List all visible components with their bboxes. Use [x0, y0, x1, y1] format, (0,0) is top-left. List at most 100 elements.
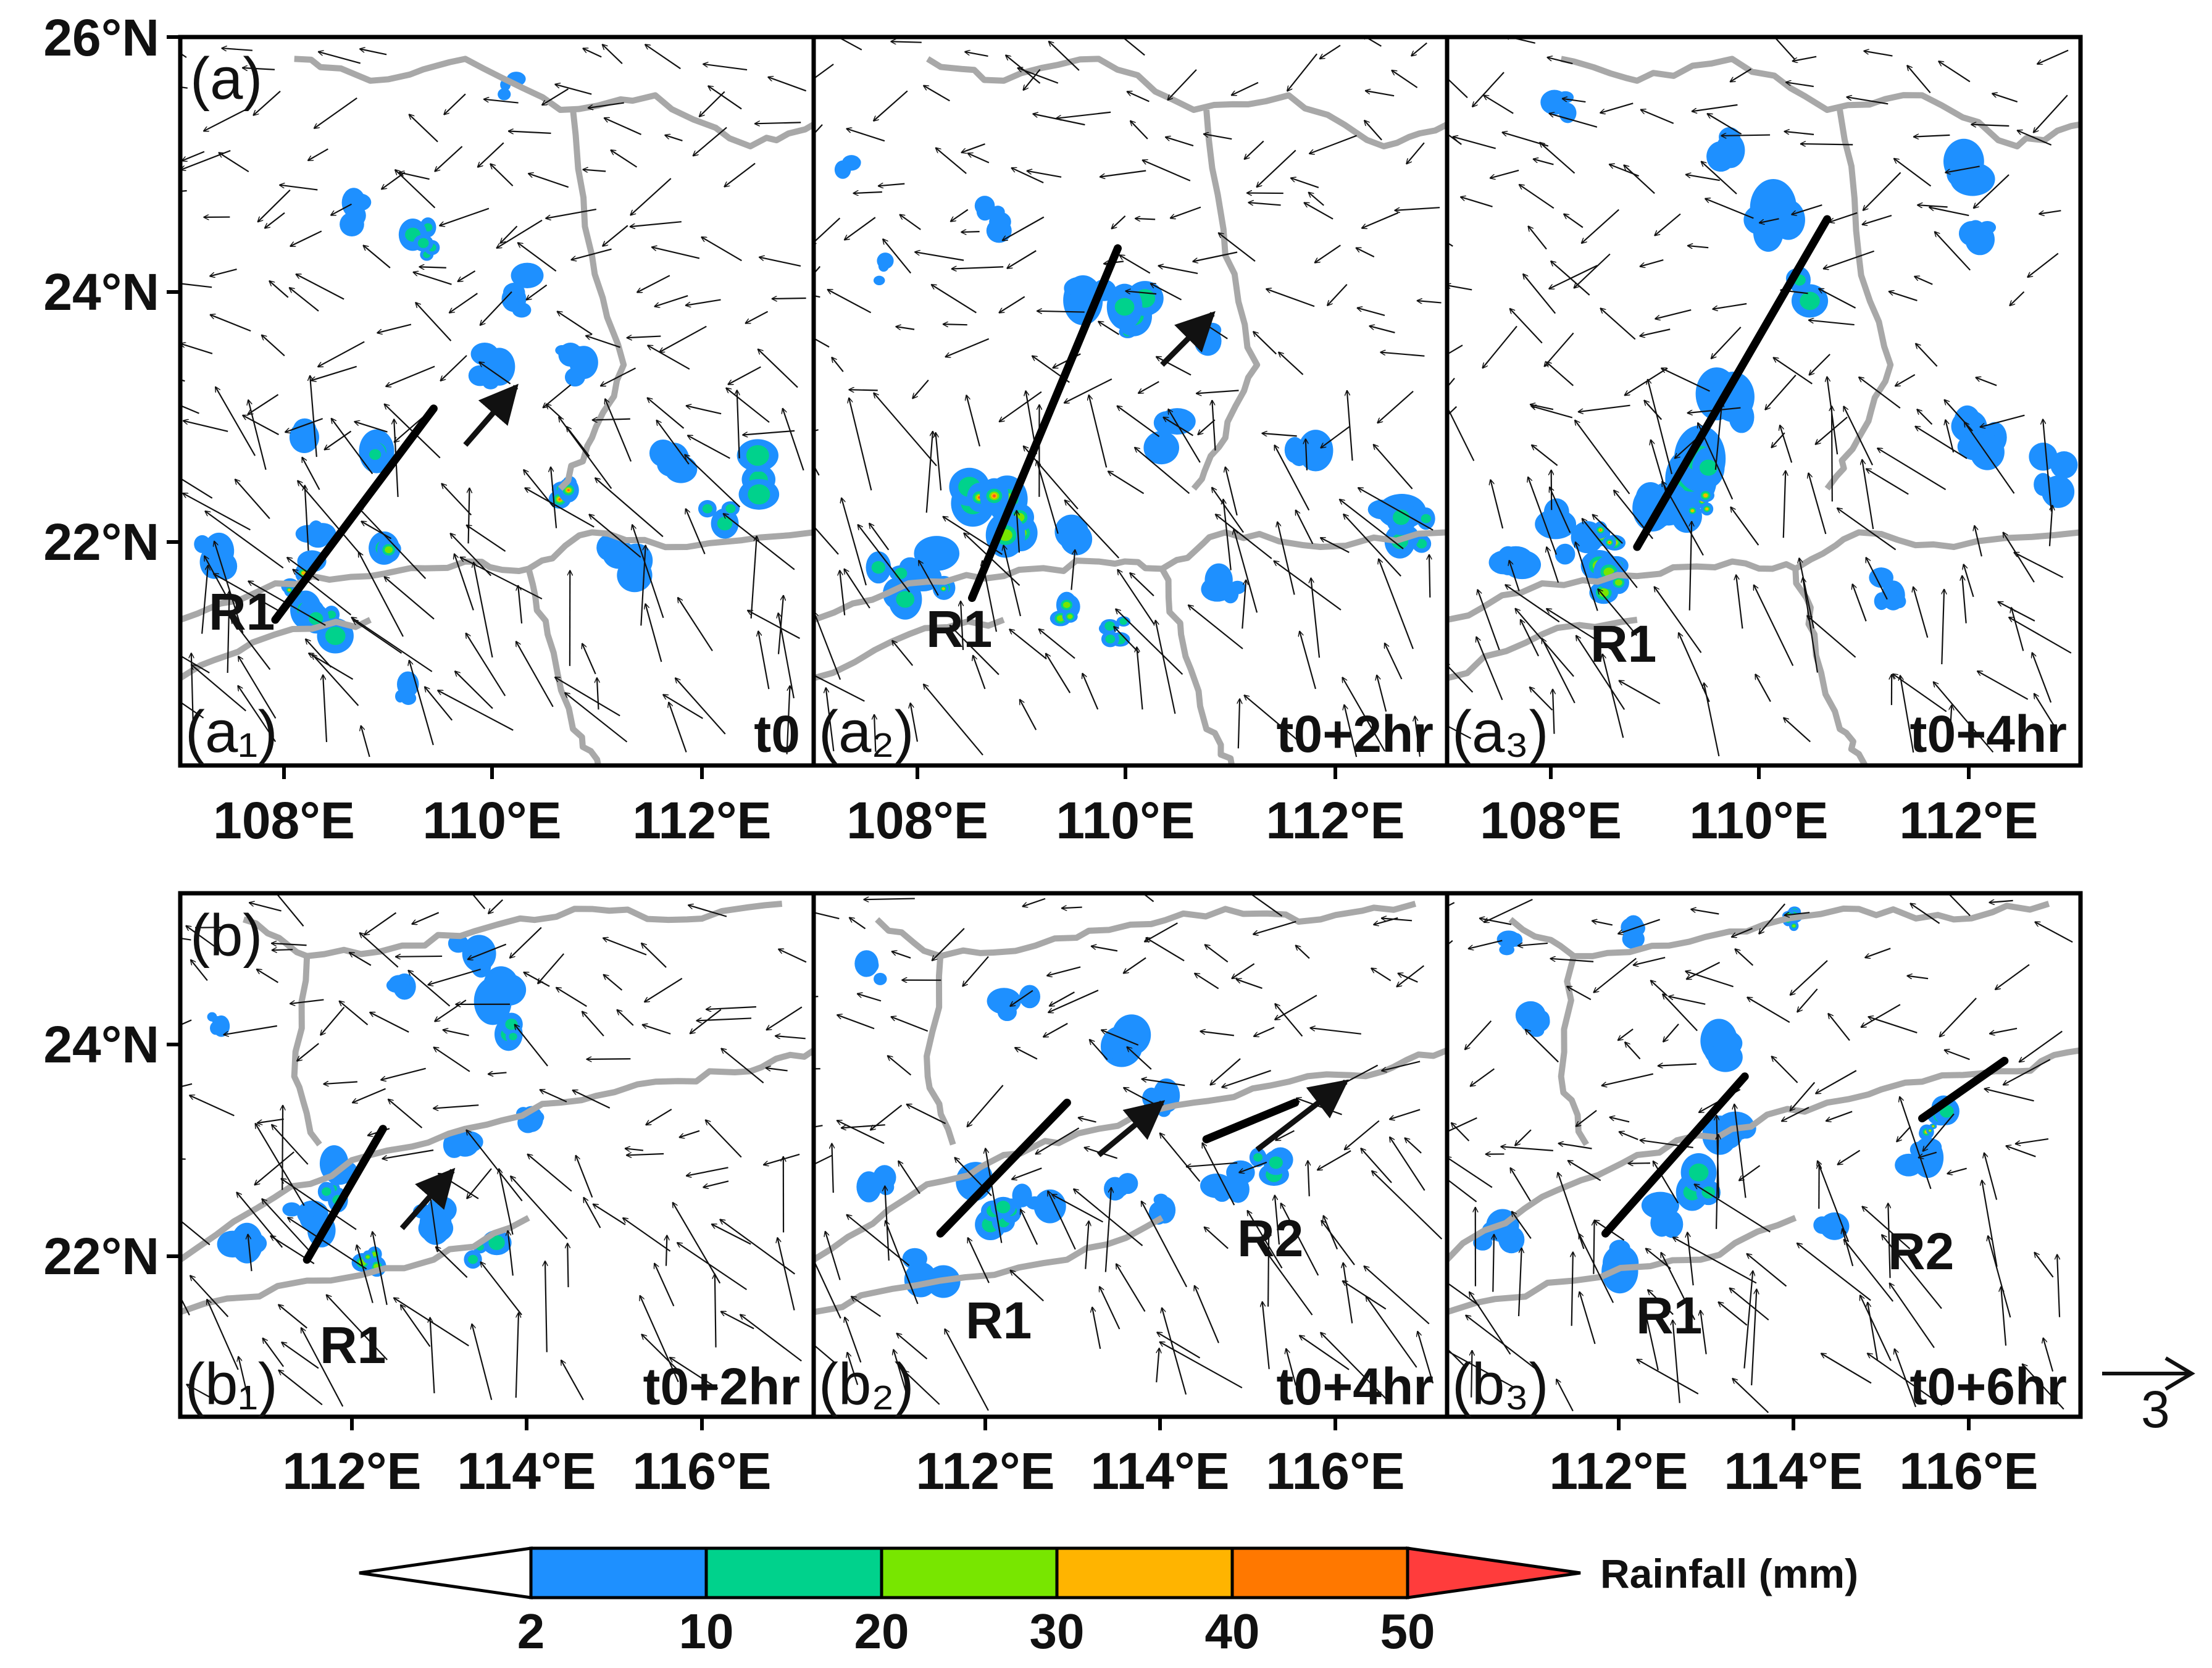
wind-arrow	[1275, 1130, 1295, 1141]
wind-arrow	[249, 903, 282, 912]
wind-arrow	[180, 1083, 193, 1088]
wind-arrow	[1729, 1288, 1769, 1321]
wind-arrow	[1655, 309, 1692, 319]
wind-arrow	[708, 86, 742, 110]
panel-label-b1: (b₁)	[185, 1351, 278, 1417]
wind-arrow	[654, 1263, 675, 1307]
wind-arrow	[1263, 1301, 1270, 1369]
frame-b3	[1445, 891, 2083, 1419]
wind-arrow	[508, 131, 551, 133]
wind-arrow	[1447, 725, 1472, 740]
wind-arrow	[2043, 419, 2052, 512]
wind-arrow	[1765, 374, 1797, 411]
wind-arrow	[1910, 903, 1940, 924]
wind-arrow	[237, 656, 277, 719]
wind-arrow	[1123, 957, 1146, 974]
wind-arrow	[1287, 53, 1317, 91]
wind-arrow	[524, 971, 550, 987]
wind-arrow	[483, 99, 519, 104]
rain-cell	[365, 1255, 370, 1259]
wind-arrow	[1546, 546, 1559, 583]
coastline-segment	[1447, 529, 2081, 623]
wind-arrow	[1295, 945, 1310, 959]
wind-arrow	[814, 1258, 841, 1319]
wind-arrow	[361, 725, 370, 757]
wind-arrow	[1600, 102, 1634, 113]
wind-arrow	[437, 690, 514, 731]
wind-arrow	[648, 344, 690, 370]
wind-arrow	[323, 1082, 357, 1084]
wind-arrow	[1867, 1353, 1943, 1406]
rain-cell	[873, 275, 885, 286]
rain-cell	[1496, 930, 1521, 948]
wind-arrow	[1156, 356, 1192, 376]
wind-arrow	[1098, 320, 1120, 335]
wind-arrow	[272, 949, 293, 950]
wind-arrow	[1275, 1195, 1280, 1245]
wind-arrow	[935, 148, 967, 174]
rain-cell	[372, 1252, 377, 1257]
rain-cell	[1037, 1198, 1056, 1216]
rain-cell	[1253, 1153, 1263, 1162]
wind-arrow	[1915, 425, 1968, 459]
wind-arrow	[465, 633, 506, 696]
rain-cell	[1062, 601, 1071, 609]
wind-arrow	[1003, 545, 1022, 617]
wind-arrow	[1379, 559, 1414, 649]
wind-arrow	[582, 1011, 604, 1036]
wind-arrow	[1602, 654, 1624, 738]
wind-arrow	[1127, 91, 1150, 102]
wind-arrow	[593, 1203, 626, 1225]
wind-arrow	[583, 48, 602, 58]
coastline-segment	[926, 56, 1447, 149]
wind-arrow	[278, 1370, 323, 1406]
rain-cell	[327, 611, 336, 619]
wind-arrow	[1170, 206, 1201, 219]
rain-cell	[1705, 507, 1709, 511]
wind-arrow	[786, 685, 790, 754]
wind-arrow	[853, 192, 882, 193]
wind-arrow	[640, 1295, 679, 1383]
wind-arrow	[1540, 142, 1576, 174]
wind-arrow	[740, 1314, 802, 1362]
wind-arrow	[1277, 522, 1295, 595]
wind-arrow	[904, 1370, 940, 1405]
wind-arrow	[1598, 589, 1638, 636]
wind-arrow	[554, 676, 620, 717]
rain-cell	[2042, 475, 2075, 508]
wind-arrow	[931, 283, 977, 314]
wind-arrow	[466, 524, 506, 552]
rain-cell	[319, 1145, 349, 1182]
wind-arrow	[666, 1235, 667, 1266]
wind-arrow	[687, 435, 730, 459]
wind-arrow	[967, 1085, 1004, 1127]
wind-arrow	[331, 418, 374, 475]
wind-arrow	[183, 492, 251, 531]
wind-arrow	[891, 951, 911, 959]
wind-arrow	[1792, 56, 1817, 61]
wind-arrow	[1201, 1143, 1235, 1206]
wind-arrow	[440, 355, 467, 381]
wind-arrow	[923, 85, 950, 102]
wind-arrow	[1592, 514, 1623, 544]
wind-arrow	[1493, 1234, 1494, 1292]
wind-arrow	[1092, 1307, 1101, 1349]
wind-arrow	[1381, 918, 1413, 920]
wind-arrow	[944, 1328, 989, 1411]
wind-arrow	[1852, 584, 1867, 622]
wind-arrow	[1829, 212, 1858, 222]
wind-arrow	[600, 367, 636, 387]
wind-arrow	[2057, 1254, 2061, 1317]
wind-arrow	[460, 556, 543, 600]
wind-arrow	[499, 1169, 514, 1235]
wind-arrow	[665, 135, 683, 141]
wind-arrow	[1617, 1028, 1634, 1041]
wind-arrow	[1578, 1233, 1614, 1303]
wind-arrow	[1108, 470, 1145, 494]
wind-arrow	[1895, 373, 1916, 387]
wind-arrow	[443, 1030, 469, 1036]
rainband-axis	[968, 244, 1122, 603]
wind-arrow	[1922, 1113, 1955, 1151]
wind-arrow	[644, 977, 683, 1003]
rain-cell	[1393, 509, 1410, 525]
